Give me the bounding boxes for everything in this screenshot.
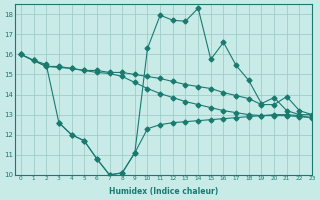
X-axis label: Humidex (Indice chaleur): Humidex (Indice chaleur)	[109, 187, 218, 196]
